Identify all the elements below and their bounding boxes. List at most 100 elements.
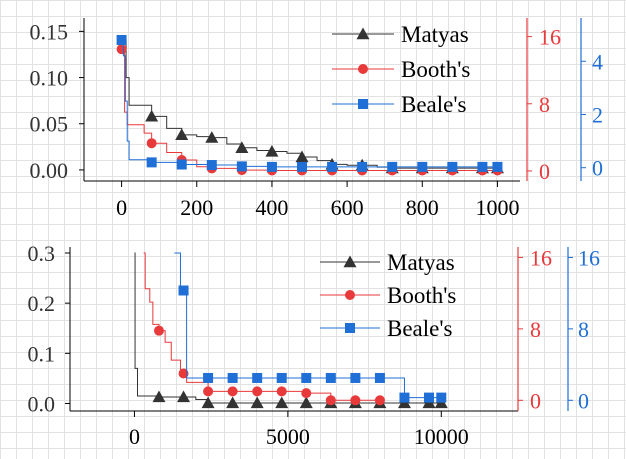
data-point-2-2 xyxy=(203,386,214,397)
data-point-1-1 xyxy=(175,128,189,141)
left-y-tick-label-2: 0.1 xyxy=(28,341,56,366)
data-point-3-2 xyxy=(436,392,447,403)
data-point-3-2 xyxy=(374,372,385,383)
legend-marker-3 xyxy=(345,323,355,333)
right-y-tick-label-1-2: 0 xyxy=(530,388,541,413)
data-point-2-1 xyxy=(116,44,127,55)
data-point-1-2 xyxy=(152,390,166,403)
right-y-tick-label-2-1: 4 xyxy=(592,49,603,74)
legend-label-3: Beale's xyxy=(401,92,467,117)
data-point-3-1 xyxy=(206,160,217,171)
x-tick-label-1: 0 xyxy=(116,195,127,220)
series-Booth's-group-1 xyxy=(121,48,498,172)
data-point-3-1 xyxy=(327,161,338,172)
series-line-2-1 xyxy=(121,48,498,172)
left-y-tick-label-2: 0.3 xyxy=(28,241,56,266)
data-point-1-2 xyxy=(250,396,264,409)
legend-label-3: Beale's xyxy=(387,316,453,341)
data-point-3-2 xyxy=(178,285,189,296)
legend-2: Matyas Booth's Beale's xyxy=(320,250,456,341)
data-point-2-2 xyxy=(227,386,238,397)
right-y-tick-label-1-1: 0 xyxy=(539,159,550,184)
left-y-tick-label-1: 0.00 xyxy=(30,158,69,183)
x-tick-label-1: 1000 xyxy=(475,195,519,220)
data-point-3-2 xyxy=(399,392,410,403)
right-y-tick-label-1-1: 16 xyxy=(539,25,561,50)
legend-marker-2 xyxy=(345,290,355,300)
data-point-1-2 xyxy=(201,396,215,409)
data-point-3-1 xyxy=(116,34,127,45)
x-tick-label-1: 600 xyxy=(331,195,364,220)
series-line-1-1 xyxy=(121,40,498,169)
data-point-2-1 xyxy=(146,138,157,149)
legend-label-1: Matyas xyxy=(387,250,455,275)
data-point-3-1 xyxy=(447,161,458,172)
right-y-tick-label-2-2: 0 xyxy=(578,388,589,413)
chart-panel-1: 0 200 400 600 800 1000 0.00 0.05 0.10 0.15 0 8 16 0 2 4… xyxy=(30,18,603,220)
right-y-tick-label-2-2: 8 xyxy=(578,317,589,342)
left-y-tick-label-2: 0.2 xyxy=(28,291,56,316)
series-Beale's-group-2 xyxy=(174,252,442,399)
legend-label-1: Matyas xyxy=(401,22,469,47)
data-point-2-2 xyxy=(374,395,385,406)
legend-1: Matyas Booth's Beale's xyxy=(332,22,470,117)
data-point-2-2 xyxy=(325,395,336,406)
data-point-2-2 xyxy=(252,386,263,397)
data-point-3-2 xyxy=(203,372,214,383)
legend-marker-3 xyxy=(358,99,368,109)
data-point-3-1 xyxy=(357,161,368,172)
data-point-1-2 xyxy=(275,396,289,409)
data-point-2-2 xyxy=(153,325,164,336)
data-point-2-2 xyxy=(350,395,361,406)
legend-marker-1 xyxy=(343,255,357,268)
data-point-3-1 xyxy=(266,161,277,172)
x-tick-label-2: 10000 xyxy=(414,424,469,449)
data-point-3-1 xyxy=(492,161,503,172)
data-point-3-1 xyxy=(417,161,428,172)
data-point-2-2 xyxy=(276,386,287,397)
x-tick-label-2: 0 xyxy=(129,424,140,449)
data-point-3-1 xyxy=(387,161,398,172)
x-tick-label-1: 800 xyxy=(406,195,439,220)
right-y-tick-label-2-1: 2 xyxy=(592,102,603,127)
right-y-tick-label-1-2: 16 xyxy=(530,245,552,270)
data-point-2-2 xyxy=(301,388,312,399)
legend-label-2: Booth's xyxy=(387,283,456,308)
series-Matyas-group-1 xyxy=(121,40,498,169)
legend-marker-1 xyxy=(356,27,370,40)
data-point-3-1 xyxy=(146,157,157,168)
data-point-3-2 xyxy=(227,372,238,383)
legend-marker-2 xyxy=(358,64,368,74)
data-point-1-1 xyxy=(145,109,159,122)
data-point-3-1 xyxy=(236,161,247,172)
left-y-tick-label-1: 0.15 xyxy=(30,19,69,44)
data-point-1-2 xyxy=(226,396,240,409)
data-point-3-2 xyxy=(276,372,287,383)
right-y-tick-label-2-1: 0 xyxy=(592,156,603,181)
legend-label-2: Booth's xyxy=(401,57,470,82)
data-point-3-2 xyxy=(424,392,435,403)
data-point-1-1 xyxy=(235,141,249,153)
series-line-1-2 xyxy=(134,252,442,404)
data-point-1-1 xyxy=(265,144,279,157)
right-y-tick-label-1-1: 8 xyxy=(539,92,550,117)
data-point-3-1 xyxy=(297,161,307,172)
data-point-3-2 xyxy=(301,372,312,383)
series-Matyas-group-2 xyxy=(134,252,442,404)
right-y-tick-label-1-2: 8 xyxy=(530,317,541,342)
data-point-1-1 xyxy=(205,131,219,143)
data-point-1-2 xyxy=(177,390,191,403)
data-point-2-2 xyxy=(178,368,189,379)
series-line-3-2 xyxy=(174,252,442,399)
x-tick-label-1: 200 xyxy=(180,195,213,220)
left-y-tick-label-1: 0.05 xyxy=(30,112,69,137)
left-y-tick-label-1: 0.10 xyxy=(30,66,69,91)
data-point-3-2 xyxy=(350,372,361,383)
chart-panel-2: 0 5000 10000 0.0 0.1 0.2 0.3 0 8 16 0 8 16 Matyas Boot… xyxy=(28,241,601,449)
data-point-1-2 xyxy=(299,396,313,409)
left-y-tick-label-2: 0.0 xyxy=(28,391,56,416)
x-tick-label-2: 5000 xyxy=(266,424,310,449)
x-tick-label-1: 400 xyxy=(255,195,288,220)
data-point-3-1 xyxy=(176,159,187,170)
